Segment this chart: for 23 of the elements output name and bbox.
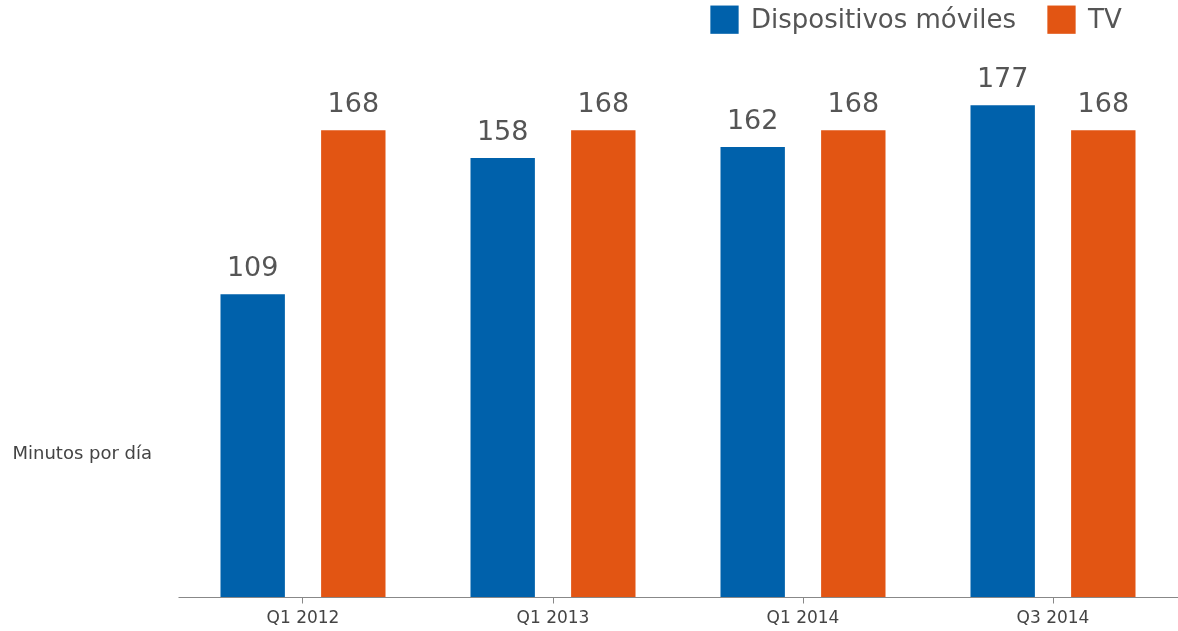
bar	[571, 130, 636, 597]
bar	[1071, 130, 1136, 597]
x-tick-label: Q1 2014	[766, 606, 840, 627]
x-tick-label: Q1 2013	[516, 606, 590, 627]
data-label: 109	[226, 251, 279, 283]
y-axis-title: Minutos por día	[12, 441, 153, 463]
bar	[220, 294, 285, 597]
data-label: 168	[1077, 87, 1130, 119]
bar	[321, 130, 386, 597]
x-tick-label: Q1 2012	[266, 606, 340, 627]
data-label: 168	[827, 87, 880, 119]
data-label: 162	[726, 104, 779, 135]
bar	[821, 130, 886, 597]
x-tick-label: Q3 2014	[1016, 606, 1090, 627]
bar	[970, 105, 1035, 597]
data-label: 168	[327, 87, 380, 119]
legend-label: Dispositivos móviles	[751, 3, 1017, 34]
data-label: 158	[476, 115, 529, 147]
bar	[470, 158, 535, 597]
legend-label: TV	[1087, 3, 1122, 34]
data-label: 168	[577, 87, 630, 119]
data-label: 177	[976, 62, 1029, 94]
bar	[720, 147, 785, 597]
